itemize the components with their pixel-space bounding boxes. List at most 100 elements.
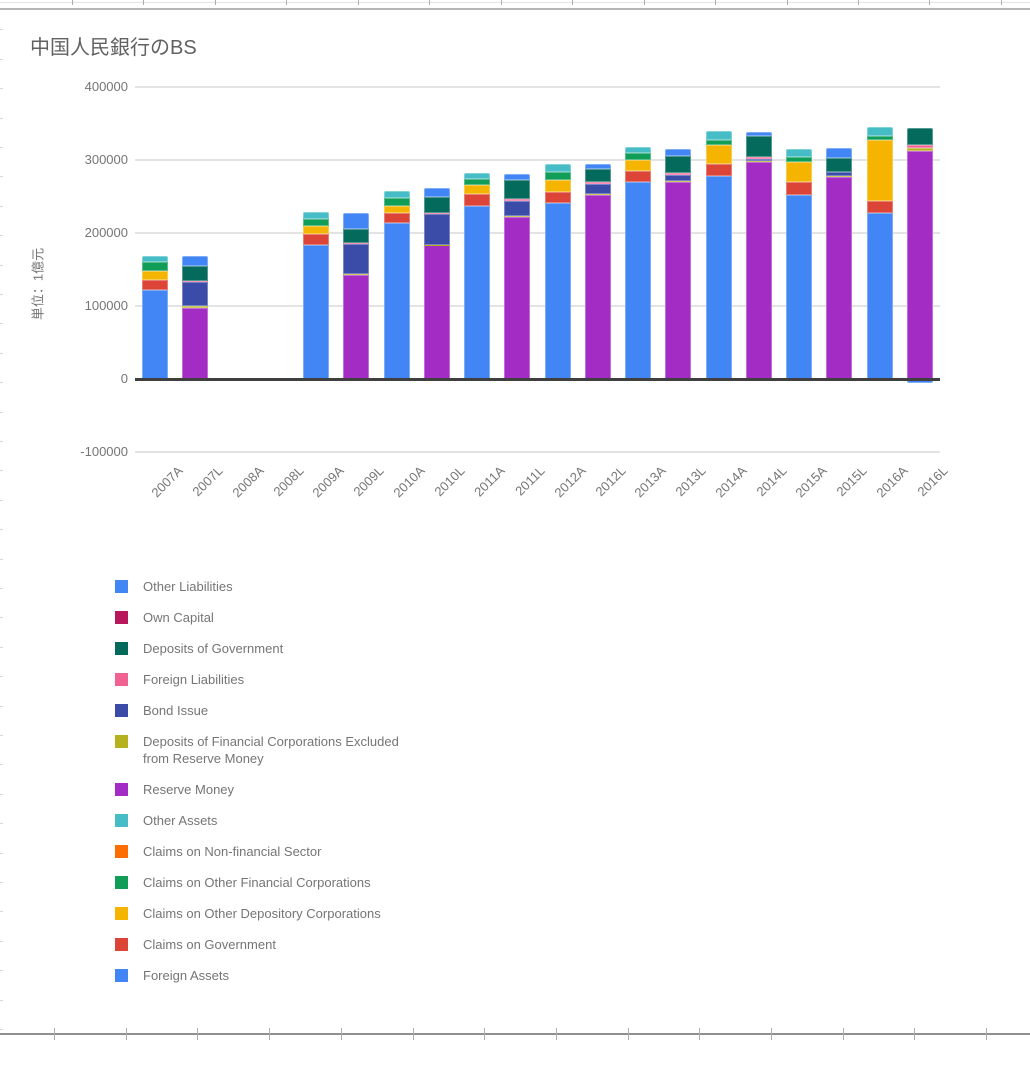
bar-segment-2007L[interactable]	[182, 307, 209, 379]
bar-segment-2007L[interactable]	[182, 256, 209, 267]
sheet-row-tick	[0, 588, 3, 589]
bar-segment-2009L[interactable]	[343, 243, 370, 275]
bar-segment-2015L[interactable]	[826, 158, 853, 172]
bar-segment-2010L[interactable]	[423, 197, 450, 214]
bar-segment-2010A[interactable]	[383, 190, 410, 199]
legend-item-label: Claims on Other Depository Corporations	[143, 906, 381, 921]
bar-segment-2009L[interactable]	[343, 229, 370, 243]
bar-segment-2016L[interactable]	[906, 151, 933, 379]
bar-segment-2012L[interactable]	[584, 168, 611, 183]
bar-segment-2009A[interactable]	[303, 245, 330, 379]
bar-segment-2015L[interactable]	[826, 175, 853, 178]
bar-segment-2009A[interactable]	[303, 219, 330, 227]
bar-segment-2016L[interactable]	[906, 379, 933, 383]
bar-segment-2012L[interactable]	[584, 182, 611, 184]
bar-segment-2007A[interactable]	[142, 256, 169, 263]
bar-segment-2012L[interactable]	[584, 193, 611, 195]
bar-segment-2009L[interactable]	[343, 274, 370, 379]
bar-segment-2015L[interactable]	[826, 177, 853, 379]
bar-segment-2013A[interactable]	[625, 160, 652, 171]
bar-segment-2014A[interactable]	[705, 145, 732, 165]
bar-segment-2011L[interactable]	[504, 216, 531, 379]
bar-segment-2015A[interactable]	[786, 182, 813, 195]
bar-segment-2013L[interactable]	[665, 148, 692, 156]
bar-segment-2016L[interactable]	[906, 128, 933, 146]
bar-segment-2007A[interactable]	[142, 289, 169, 379]
bar-segment-2007L[interactable]	[182, 266, 209, 282]
bar-segment-2013A[interactable]	[625, 181, 652, 379]
bar-segment-2011L[interactable]	[504, 198, 531, 201]
bar-segment-2007L[interactable]	[182, 306, 209, 308]
bar-segment-2016A[interactable]	[866, 200, 893, 213]
bar-segment-2014A[interactable]	[705, 175, 732, 379]
bar-segment-2013L[interactable]	[665, 155, 692, 174]
bar-segment-2011L[interactable]	[504, 179, 531, 199]
bar-segment-2015L[interactable]	[826, 147, 853, 159]
bar-segment-2009L[interactable]	[343, 212, 370, 230]
bar-segment-2007A[interactable]	[142, 262, 169, 272]
bar-segment-2010L[interactable]	[423, 213, 450, 245]
bar-segment-2010A[interactable]	[383, 213, 410, 223]
legend-swatch	[115, 673, 128, 686]
bar-segment-2013L[interactable]	[665, 182, 692, 379]
bar-segment-2014L[interactable]	[745, 161, 772, 163]
bar-segment-2011A[interactable]	[464, 185, 491, 194]
bar-segment-2009A[interactable]	[303, 212, 330, 220]
bar-segment-2015A[interactable]	[786, 157, 813, 163]
bar-segment-2010L[interactable]	[423, 244, 450, 246]
bar-segment-2012A[interactable]	[544, 164, 571, 173]
bar-segment-2013A[interactable]	[625, 146, 652, 153]
bar-segment-2012A[interactable]	[544, 202, 571, 379]
bar-segment-2015A[interactable]	[786, 148, 813, 158]
bar-segment-2011A[interactable]	[464, 179, 491, 186]
bar-segment-2011L[interactable]	[504, 215, 531, 217]
bar-segment-2014A[interactable]	[705, 140, 732, 146]
bar-segment-2016L[interactable]	[906, 148, 933, 152]
bar-segment-2011A[interactable]	[464, 194, 491, 206]
bar-segment-2012A[interactable]	[544, 180, 571, 192]
bar-segment-2011A[interactable]	[464, 205, 491, 379]
bar-segment-2013L[interactable]	[665, 175, 692, 181]
bar-segment-2009L[interactable]	[343, 274, 370, 275]
bar-segment-2016A[interactable]	[866, 126, 893, 136]
bar-segment-2013A[interactable]	[625, 170, 652, 182]
bar-segment-2010L[interactable]	[423, 188, 450, 198]
bar-segment-2012L[interactable]	[584, 164, 611, 169]
bar-segment-2007A[interactable]	[142, 279, 169, 290]
bar-segment-2007L[interactable]	[182, 281, 209, 282]
bar-segment-2015A[interactable]	[786, 162, 813, 183]
bar-segment-2014L[interactable]	[745, 135, 772, 157]
bar-segment-2014A[interactable]	[705, 130, 732, 141]
bar-segment-2009A[interactable]	[303, 226, 330, 235]
bar-segment-2007L[interactable]	[182, 281, 209, 306]
bar-segment-2014L[interactable]	[745, 131, 772, 136]
bar-segment-2016A[interactable]	[866, 135, 893, 140]
bar-segment-2015A[interactable]	[786, 194, 813, 379]
bar-segment-2012A[interactable]	[544, 191, 571, 203]
bar-segment-2015L[interactable]	[826, 171, 853, 176]
bar-segment-2011L[interactable]	[504, 200, 531, 216]
bar-segment-2009A[interactable]	[303, 234, 330, 246]
bar-segment-2010L[interactable]	[423, 213, 450, 214]
bar-segment-2010A[interactable]	[383, 198, 410, 207]
bar-segment-2011L[interactable]	[504, 174, 531, 180]
bar-segment-2013A[interactable]	[625, 152, 652, 161]
bar-segment-2014L[interactable]	[745, 159, 772, 161]
bar-segment-2011A[interactable]	[464, 173, 491, 180]
bar-segment-2013L[interactable]	[665, 173, 692, 176]
bar-segment-2013L[interactable]	[665, 180, 692, 183]
bar-segment-2007A[interactable]	[142, 271, 169, 280]
bar-segment-2016A[interactable]	[866, 139, 893, 201]
bar-segment-2010L[interactable]	[423, 245, 450, 379]
bar-segment-2014L[interactable]	[745, 156, 772, 160]
bar-segment-2014A[interactable]	[705, 164, 732, 176]
bar-segment-2010A[interactable]	[383, 206, 410, 214]
bar-segment-2016L[interactable]	[906, 145, 933, 149]
bar-segment-2016A[interactable]	[866, 212, 893, 379]
bar-segment-2010A[interactable]	[383, 222, 410, 379]
bar-segment-2012L[interactable]	[584, 194, 611, 379]
bar-segment-2012L[interactable]	[584, 184, 611, 194]
bar-segment-2014L[interactable]	[745, 162, 772, 379]
bar-segment-2009L[interactable]	[343, 243, 370, 244]
bar-segment-2012A[interactable]	[544, 172, 571, 180]
